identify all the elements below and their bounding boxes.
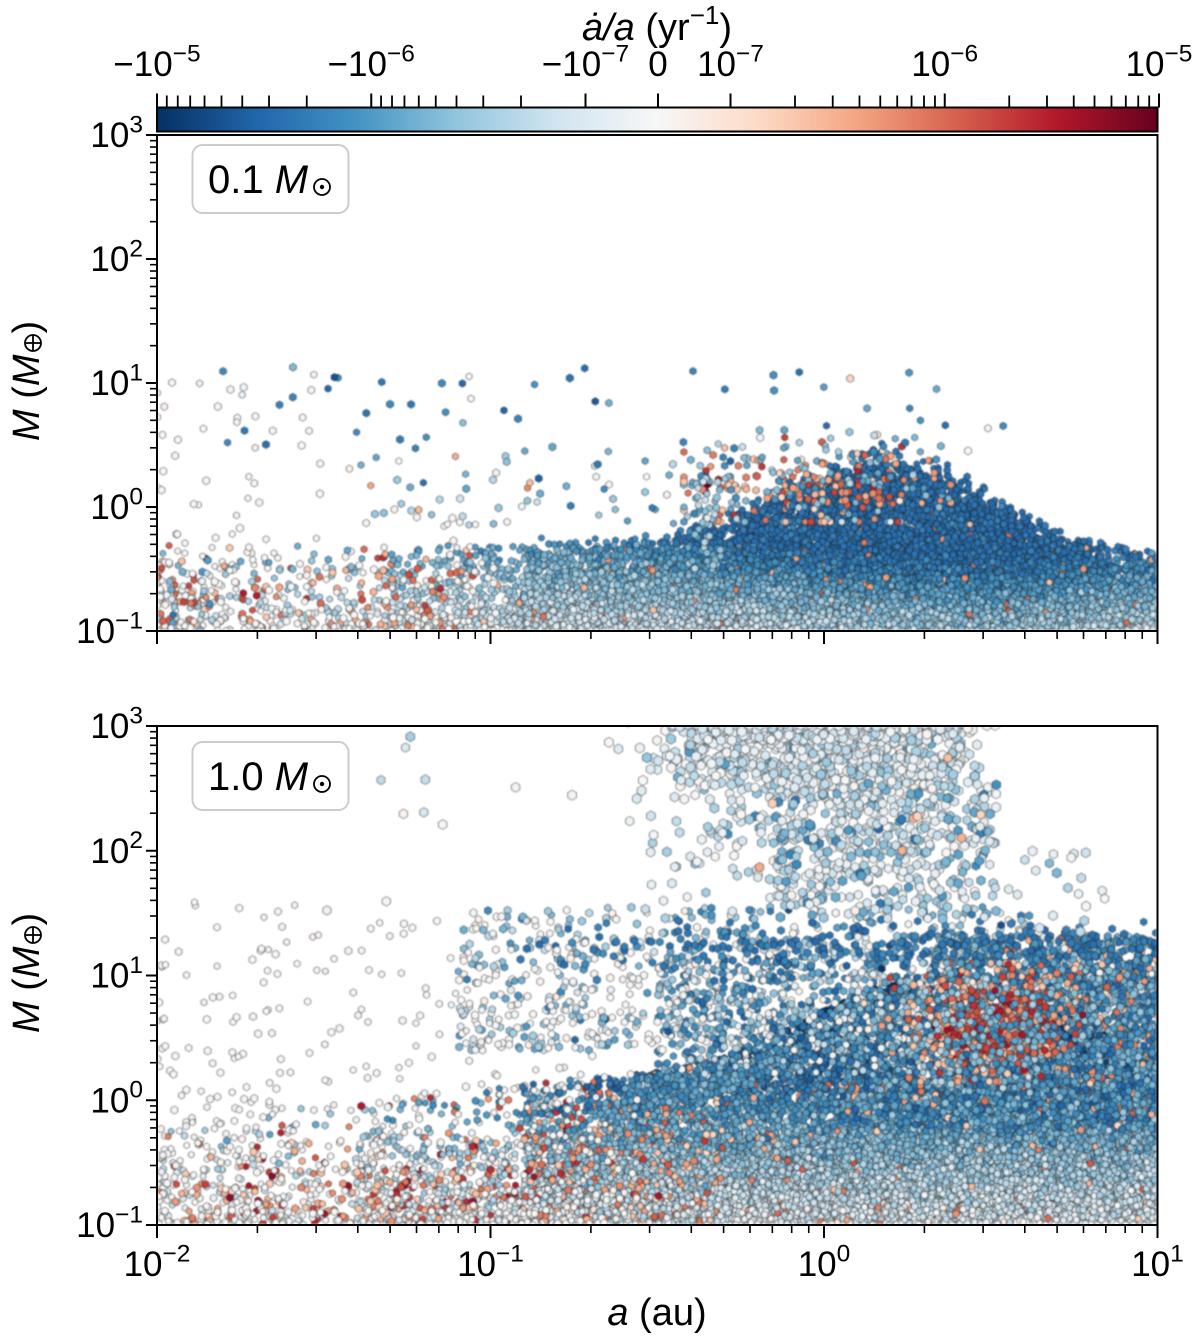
svg-text:0: 0 [648,45,667,84]
svg-text:0.1 M: 0.1 M [208,158,309,202]
svg-text:100: 100 [90,1077,143,1121]
svg-text:−10−6: −10−6 [328,40,415,84]
svg-text:10−1: 10−1 [76,1201,143,1245]
svg-text:10−5: 10−5 [1126,40,1193,84]
svg-text:M (M): M (M) [6,321,48,441]
svg-text:a (au): a (au) [607,1292,706,1334]
svg-text:101: 101 [90,952,143,996]
svg-text:10−1: 10−1 [457,1240,524,1284]
svg-text:−10−5: −10−5 [113,40,200,84]
svg-text:10−7: 10−7 [697,40,764,84]
svg-text:ȧ/a (yr−1): ȧ/a (yr−1) [582,0,732,49]
svg-text:102: 102 [90,827,143,871]
svg-text:103: 103 [90,111,143,155]
svg-text:101: 101 [1131,1240,1184,1284]
svg-text:100: 100 [798,1240,851,1284]
svg-text:103: 103 [90,702,143,746]
svg-text:M (M): M (M) [6,913,48,1033]
svg-text:10−1: 10−1 [76,607,143,651]
svg-text:102: 102 [90,235,143,279]
svg-text:1.0 M: 1.0 M [208,755,309,799]
svg-text:10−2: 10−2 [124,1240,191,1284]
svg-text:−10−7: −10−7 [542,40,629,84]
svg-text:10−6: 10−6 [911,40,978,84]
svg-text:100: 100 [90,483,143,527]
svg-text:101: 101 [90,359,143,403]
